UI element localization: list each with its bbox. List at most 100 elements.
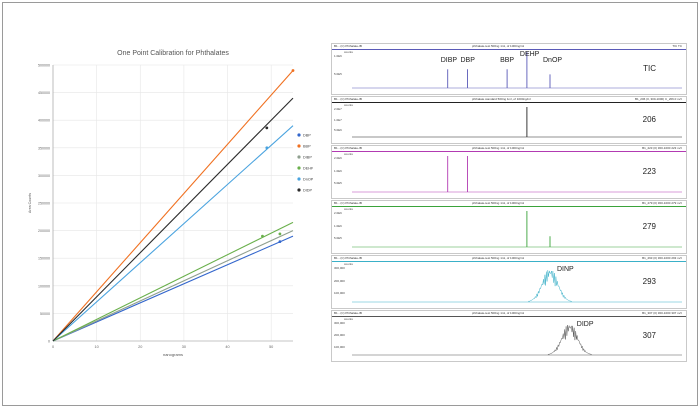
- y-tick-label: 200000: [38, 229, 50, 233]
- panel-y-tick: 200,000: [334, 278, 345, 283]
- x-tick-label: 30: [182, 345, 186, 349]
- panel-y-tick: 100,000: [334, 291, 345, 296]
- panel-counts-label: counts: [344, 207, 353, 211]
- panel-trace-svg: [352, 107, 682, 138]
- y-tick-label: 50000: [40, 312, 50, 316]
- panel-header-mid: phthalate-test 500ng 1ml, of 1000ng/ml: [472, 311, 525, 315]
- legend-marker-dibp: [297, 155, 301, 159]
- chromatogram-panel-307: B1 - (C) Phthalate-IB phthalate-test 500n…: [331, 310, 687, 362]
- y-tick-label: 250000: [38, 202, 50, 206]
- series-line-dibp: [52, 230, 294, 342]
- chromatogram-panel-223: B1 - (C) Phthalate-IB phthalate-test 500n…: [331, 145, 687, 199]
- peak-label-dinp: DINP: [557, 266, 574, 273]
- chromatogram-panel-293: B1 - (C) Phthalate-IB phthalate-test 500n…: [331, 255, 687, 309]
- panel-header: B1 - (C) Phthalate-IB phthalate-test 500n…: [332, 256, 686, 262]
- x-axis-label: nanograms: [163, 352, 183, 357]
- y-tick-label: 500000: [38, 64, 50, 68]
- x-tick-label: 40: [225, 345, 229, 349]
- peak-label-dehp: DEHP: [519, 51, 540, 58]
- y-tick-label: 150000: [38, 257, 50, 261]
- chromatogram-panel-279: B1 - (C) Phthalate-IB phthalate-test 500n…: [331, 200, 687, 254]
- panel-header-right: B1_279 (0) 300-1000 279 m/z: [642, 201, 682, 205]
- panel-y-tick: 2.0E7: [334, 107, 342, 111]
- panel-y-tick: 2.0E6: [334, 156, 342, 160]
- series-line-didp: [52, 97, 294, 342]
- panel-header-right: TIC TC: [672, 44, 682, 48]
- legend-label-bbp: BBP: [303, 144, 311, 148]
- y-tick-label: 450000: [38, 91, 50, 95]
- panel-ion-label: 279: [642, 222, 656, 231]
- panel-ion-label: TIC: [643, 64, 656, 73]
- panel-header-right: B1_293 (0) 300-1000 293 m/z: [642, 256, 682, 260]
- panel-header: B1 - (C) Phthalate-IB phthalate-test 500n…: [332, 201, 686, 207]
- data-point-didp: [265, 126, 269, 130]
- panel-header-right: B1_307 (0) 300-1000 307 m/z: [642, 311, 682, 315]
- calibration-chart: One Point Calibration for Phthalates 0 500…: [17, 45, 313, 367]
- series-line-dnop: [52, 125, 294, 342]
- panel-header: B1 - (C) Phthalate-IB phthalate-test 500n…: [332, 311, 686, 317]
- x-tick-label: 10: [95, 345, 99, 349]
- legend-label-dibp: DIBP: [303, 155, 312, 159]
- panel-counts-label: counts: [344, 50, 353, 54]
- panel-y-tick: 1.0E7: [334, 117, 342, 122]
- panel-y-tick: 300,000: [334, 266, 345, 270]
- y-tick-label: 100000: [38, 284, 50, 288]
- y-tick-label: 350000: [38, 146, 50, 150]
- data-point-dnop: [265, 146, 269, 150]
- chromatogram-panel-tic: B1 - (C) Phthalate-IB phthalate-test 500n…: [331, 43, 687, 95]
- legend-label-dehp: DEHP: [303, 166, 313, 170]
- panel-ion-label: 307: [642, 331, 656, 340]
- y-axis-label: Area Counts: [28, 193, 32, 213]
- panel-header-left: B1 - (C) Phthalate-IB: [334, 256, 362, 260]
- panel-header-left: B1 - (C) Phthalate-IB: [334, 201, 362, 205]
- panel-y-tick: 1.0E6: [334, 223, 342, 228]
- panel-trace-svg: [352, 156, 682, 193]
- panel-trace-svg: [352, 52, 682, 89]
- panel-ion-label: 293: [642, 277, 656, 286]
- chromatogram-stack: B1 - (C) Phthalate-IB phthalate-test 500n…: [331, 43, 687, 362]
- series-line-dbp: [52, 235, 294, 342]
- peak-label-dnop: DnOP: [543, 57, 563, 64]
- panel-header-right: B1_206 (0, 300-1000) C_206.0 m/z: [634, 97, 682, 101]
- panel-counts-label: counts: [344, 317, 353, 321]
- chromatogram-panel-206: B1 - (C) Phthalate-IB phthalate standard …: [331, 96, 687, 144]
- panel-header-mid: phthalate-test 500ng 1ml, of 1000ng/ml: [472, 146, 525, 150]
- panel-header-mid: phthalate-test 500ng 1ml, of 1000ng/ml: [472, 201, 525, 205]
- legend-label-dbp: DBP: [303, 133, 311, 137]
- series-line-dehp: [52, 221, 294, 342]
- data-point-bbp: [291, 69, 295, 72]
- peak-cluster: [547, 325, 592, 355]
- panel-trace-svg: [352, 211, 682, 248]
- legend-marker-dnop: [297, 177, 301, 181]
- panel-y-tick: 300,000: [334, 321, 345, 325]
- panel-y-tick: 100,000: [334, 345, 345, 349]
- peak-label-dbp: DBP: [460, 57, 475, 64]
- panel-y-tick: 5.0E5: [334, 236, 342, 241]
- panel-y-tick: 200,000: [334, 333, 345, 337]
- peak-label-dibp: DIBP: [440, 57, 458, 64]
- legend-marker-didp: [297, 188, 301, 192]
- chart-title: One Point Calibration for Phthalates: [117, 50, 229, 57]
- panel-counts-label: counts: [344, 152, 353, 156]
- panel-y-tick: 5.0E6: [334, 128, 342, 133]
- y-tick-label: 300000: [38, 174, 50, 178]
- panel-header-left: B1 - (C) Phthalate-IB: [334, 146, 362, 150]
- panel-header-right: B1_223 (0) 300-1000 223 m/z: [642, 146, 682, 150]
- data-point-dehp: [261, 234, 264, 238]
- panel-header-mid: phthalate-test 500ng 1ml, of 1000ng/ml: [472, 44, 525, 48]
- series-line-bbp: [52, 70, 294, 342]
- x-tick-label: 0: [52, 345, 54, 349]
- panel-header-left: B1 - (C) Phthalate-IB: [334, 44, 362, 48]
- calibration-svg: One Point Calibration for Phthalates0500…: [28, 50, 313, 357]
- panel-trace-svg: [352, 325, 682, 356]
- legend-label-dnop: DnOP: [303, 177, 313, 181]
- panel-header: B1 - (C) Phthalate-IB phthalate standard …: [332, 97, 686, 103]
- panel-header-left: B1 - (C) Phthalate-IB: [334, 311, 362, 315]
- legend-marker-bbp: [297, 144, 301, 148]
- peak-label-didp: DIDP: [576, 321, 594, 328]
- y-tick-label: 0: [48, 340, 50, 344]
- data-point-dbp: [278, 240, 282, 244]
- x-tick-label: 50: [269, 345, 273, 349]
- panel-y-tick: 1.0E6: [334, 168, 342, 173]
- panel-header-mid: phthalate-test 500ng 1ml, of 1000ng/ml: [472, 256, 525, 260]
